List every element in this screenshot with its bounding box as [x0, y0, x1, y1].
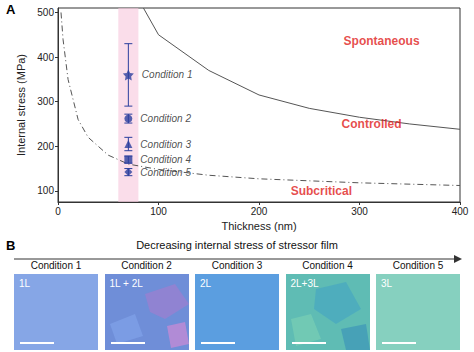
html-text:3L: 3L: [381, 278, 393, 289]
svg-text:300: 300: [351, 206, 368, 217]
svg-text:Condition 4: Condition 4: [140, 154, 191, 165]
svg-text:Internal stress (MPa): Internal stress (MPa): [15, 54, 27, 156]
html-text:Condition 1: Condition 1: [30, 260, 82, 271]
html-text:Condition 5: Condition 5: [392, 260, 444, 271]
svg-text:100: 100: [150, 206, 167, 217]
svg-text:200: 200: [37, 141, 54, 152]
svg-text:Spontaneous: Spontaneous: [344, 34, 420, 48]
svg-text:200: 200: [251, 206, 268, 217]
html-text:1L: 1L: [19, 278, 31, 289]
svg-text:Controlled: Controlled: [342, 117, 402, 131]
html-text:1L + 2L: 1L + 2L: [109, 278, 143, 289]
svg-text:Subcritical: Subcritical: [291, 184, 352, 198]
svg-text:Condition 5: Condition 5: [140, 167, 191, 178]
svg-text:300: 300: [37, 96, 54, 107]
html-text:Condition 3: Condition 3: [211, 260, 263, 271]
html-text:Condition 2: Condition 2: [121, 260, 172, 271]
svg-text:400: 400: [37, 52, 54, 63]
svg-text:Condition 1: Condition 1: [142, 69, 193, 80]
html-text:B: B: [6, 238, 16, 253]
html-text:2L+3L: 2L+3L: [290, 278, 319, 289]
html-text:A: A: [6, 2, 16, 17]
svg-text:500: 500: [37, 7, 54, 18]
html-text:Condition 4: Condition 4: [302, 260, 353, 271]
svg-text:100: 100: [37, 185, 54, 196]
html-text:Decreasing internal stress of: Decreasing internal stress of stressor f…: [136, 239, 338, 251]
svg-text:Condition 2: Condition 2: [140, 113, 191, 124]
svg-text:Thickness (nm): Thickness (nm): [221, 220, 296, 232]
svg-text:400: 400: [452, 206, 469, 217]
svg-text:0: 0: [55, 206, 61, 217]
html-text:2L: 2L: [200, 278, 212, 289]
svg-text:Condition 3: Condition 3: [140, 139, 191, 150]
